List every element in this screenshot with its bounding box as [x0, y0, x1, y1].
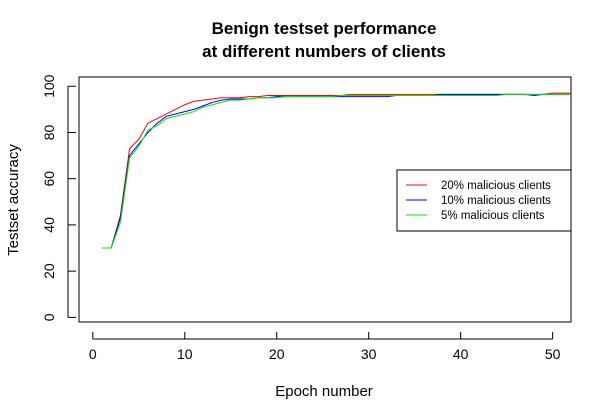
x-tick-label: 30 — [361, 346, 377, 362]
x-axis-label: Epoch number — [275, 383, 373, 400]
y-tick-label: 80 — [41, 124, 57, 140]
series-line-2 — [101, 93, 571, 249]
chart-title-line-1: Benign testset performance — [212, 19, 437, 38]
x-tick-label: 50 — [545, 346, 561, 362]
y-tick-label: 40 — [41, 217, 57, 233]
x-tick-label: 0 — [89, 346, 97, 362]
legend-label: 20% malicious clients — [441, 180, 551, 192]
x-tick-label: 10 — [177, 346, 193, 362]
x-tick-label: 20 — [269, 346, 285, 362]
chart-title-line-2: at different numbers of clients — [202, 42, 446, 61]
series-line-3 — [101, 93, 571, 249]
legend-label: 5% malicious clients — [441, 210, 545, 222]
y-axis: 0 20 40 60 80 100 — [41, 74, 76, 321]
series-lines — [101, 92, 571, 249]
x-axis: 0 10 20 30 40 50 — [89, 332, 561, 362]
x-tick-label: 40 — [453, 346, 469, 362]
legend-label: 10% malicious clients — [441, 195, 551, 207]
y-axis-label: Testset accuracy — [5, 144, 22, 256]
y-tick-label: 100 — [41, 74, 57, 98]
y-tick-label: 0 — [41, 313, 57, 321]
y-tick-label: 20 — [41, 263, 57, 279]
y-tick-label: 60 — [41, 171, 57, 187]
legend: 20% malicious clients 10% malicious clien… — [396, 169, 572, 232]
